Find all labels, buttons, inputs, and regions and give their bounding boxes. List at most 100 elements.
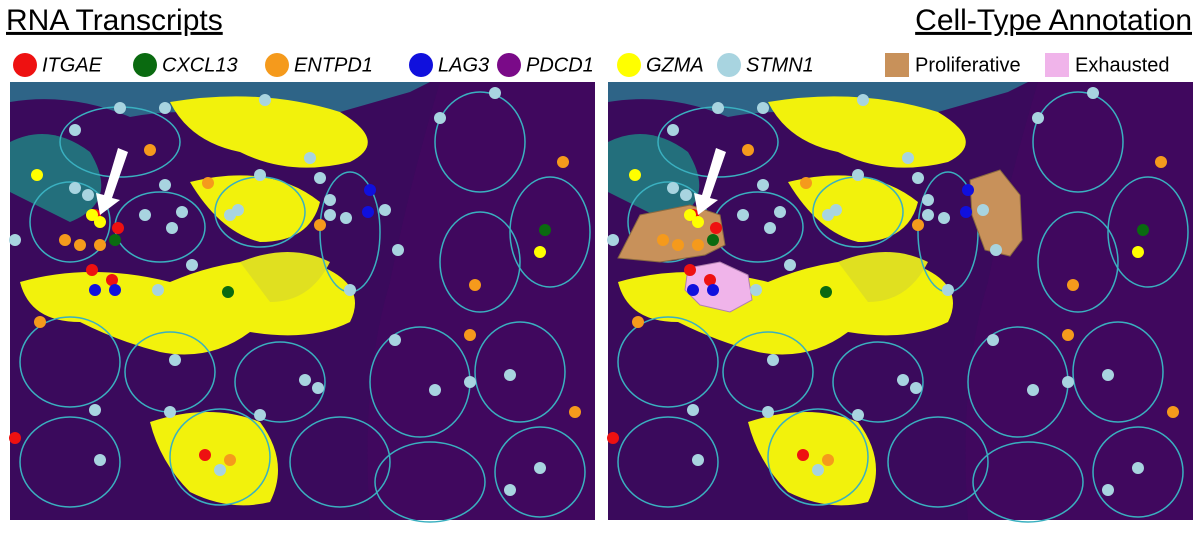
transcript-dot — [469, 279, 481, 291]
transcript-dot — [254, 169, 266, 181]
transcript-dot — [737, 209, 749, 221]
transcript-dot — [324, 194, 336, 206]
transcript-dot — [434, 112, 446, 124]
transcript-dot — [9, 432, 21, 444]
transcript-dot — [299, 374, 311, 386]
transcript-dot — [1067, 279, 1079, 291]
transcript-dot — [1027, 384, 1039, 396]
transcript-dot — [69, 182, 81, 194]
panel-title: RNA Transcripts — [6, 4, 223, 37]
transcript-dot — [164, 406, 176, 418]
transcript-dot — [34, 316, 46, 328]
transcript-dot — [112, 222, 124, 234]
legend-label: PDCD1 — [526, 54, 594, 76]
legend-label: CXCL13 — [162, 54, 238, 76]
transcript-dot — [990, 244, 1002, 256]
transcript-dot — [684, 209, 696, 221]
proliferative-region — [969, 169, 1023, 257]
transcript-dot — [987, 334, 999, 346]
transcript-dot — [692, 454, 704, 466]
transcript-dot — [392, 244, 404, 256]
transcript-dot — [557, 156, 569, 168]
transcript-dot — [712, 102, 724, 114]
transcript-dot — [742, 144, 754, 156]
transcript-dot — [340, 212, 352, 224]
transcript-dot — [389, 334, 401, 346]
legend-swatch — [497, 53, 521, 77]
transcript-dot — [534, 462, 546, 474]
transcript-dot — [379, 204, 391, 216]
transcript-dot — [82, 189, 94, 201]
transcript-dot — [86, 264, 98, 276]
transcript-dot — [169, 354, 181, 366]
transcript-dot — [1102, 484, 1114, 496]
legend-label: ITGAE — [42, 54, 103, 76]
transcript-dot — [692, 239, 704, 251]
exhausted-region — [684, 261, 753, 313]
legend-label: GZMA — [646, 54, 704, 76]
transcript-dot — [94, 454, 106, 466]
transcript-dot — [364, 184, 376, 196]
transcript-dot — [199, 449, 211, 461]
transcript-dot — [607, 432, 619, 444]
transcript-dot — [680, 189, 692, 201]
transcript-dot — [232, 204, 244, 216]
transcript-dot — [797, 449, 809, 461]
transcript-dot — [224, 454, 236, 466]
transcript-dot — [687, 284, 699, 296]
transcript-dot — [74, 239, 86, 251]
transcript-dot — [767, 354, 779, 366]
transcript-dot — [977, 204, 989, 216]
legend-swatch — [717, 53, 741, 77]
transcript-dot — [1087, 87, 1099, 99]
transcript-dot — [59, 234, 71, 246]
transcript-dot — [812, 464, 824, 476]
transcript-dot — [922, 209, 934, 221]
transcript-dot — [222, 286, 234, 298]
transcript-dot — [166, 222, 178, 234]
legend-label: ENTPD1 — [294, 54, 373, 76]
transcript-dot — [176, 206, 188, 218]
transcript-dot — [109, 284, 121, 296]
transcript-dot — [254, 409, 266, 421]
transcript-dot — [304, 152, 316, 164]
transcript-dot — [152, 284, 164, 296]
transcript-dot — [86, 209, 98, 221]
transcript-dot — [764, 222, 776, 234]
transcript-dot — [314, 172, 326, 184]
transcript-dot — [94, 216, 106, 228]
transcript-dot — [504, 484, 516, 496]
transcript-dot — [1102, 369, 1114, 381]
transcript-dot — [757, 102, 769, 114]
transcript-dot — [464, 376, 476, 388]
transcript-dot — [960, 206, 972, 218]
legend-label: LAG3 — [438, 54, 489, 76]
transcript-dot — [667, 182, 679, 194]
transcript-dot — [750, 284, 762, 296]
transcript-dot — [757, 179, 769, 191]
transcript-dot — [429, 384, 441, 396]
transcript-dot — [830, 204, 842, 216]
transcript-dot — [784, 259, 796, 271]
transcript-dot — [607, 234, 619, 246]
transcript-dot — [684, 264, 696, 276]
transcript-dot — [89, 284, 101, 296]
transcript-dot — [314, 219, 326, 231]
legend-swatch — [265, 53, 289, 77]
transcript-dot — [657, 234, 669, 246]
legend-swatch — [617, 53, 641, 77]
transcript-dot — [362, 206, 374, 218]
transcript-dot — [707, 284, 719, 296]
transcript-dot — [504, 369, 516, 381]
transcript-dot — [852, 169, 864, 181]
transcript-dot — [1132, 246, 1144, 258]
transcript-dot — [912, 219, 924, 231]
transcript-dot — [159, 102, 171, 114]
legend-label: STMN1 — [746, 54, 814, 76]
transcript-dot — [139, 209, 151, 221]
transcript-dot — [762, 406, 774, 418]
transcript-dot — [922, 194, 934, 206]
transcript-dot — [69, 124, 81, 136]
